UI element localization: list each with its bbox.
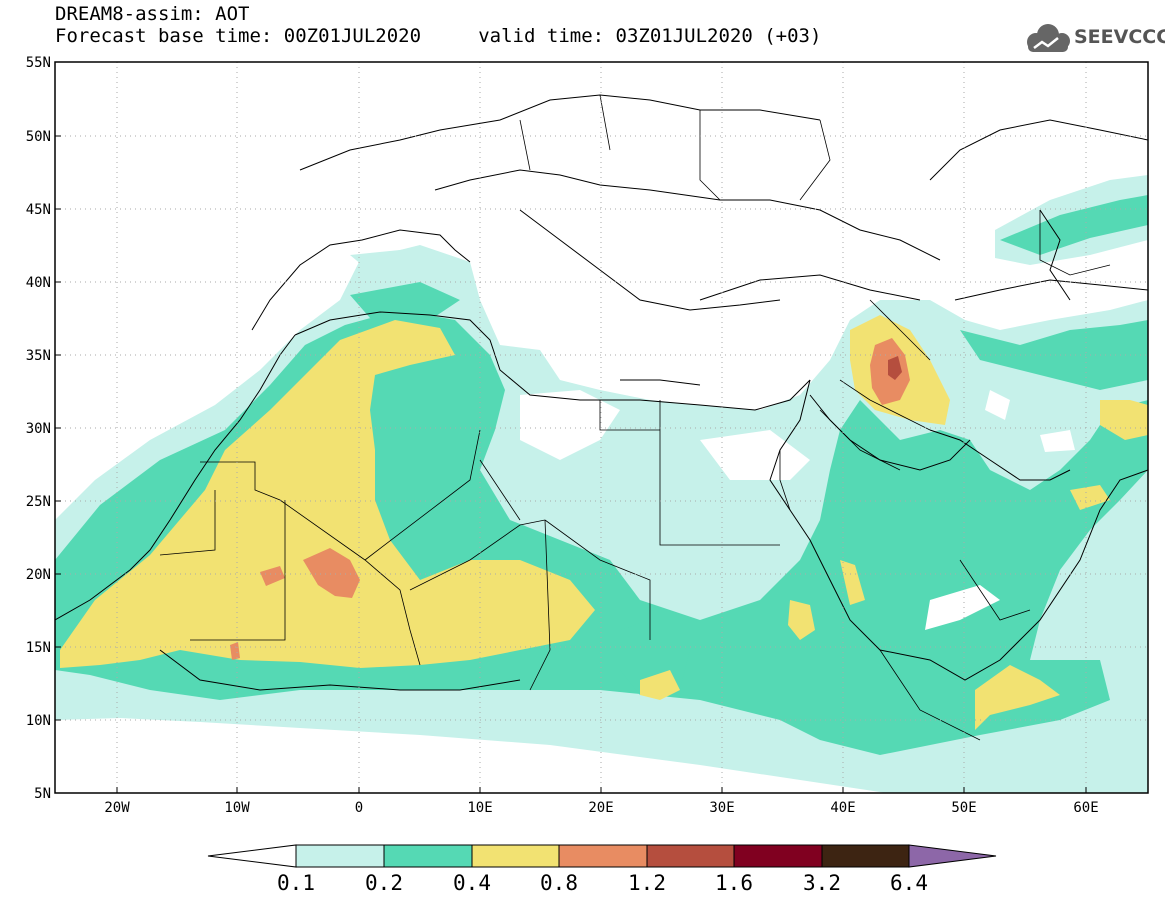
lat-label: 35N (26, 348, 51, 364)
lon-label: 30E (709, 800, 734, 816)
colorbar-label: 1.2 (628, 871, 666, 895)
lat-label: 20N (26, 567, 51, 583)
lat-label: 25N (26, 494, 51, 510)
lat-label: 55N (26, 55, 51, 71)
country-borders (159, 94, 1111, 741)
colorbar-box (646, 844, 735, 868)
lat-label: 30N (26, 421, 51, 437)
logo-text: SEEVCCC (1074, 26, 1165, 48)
lat-label: 15N (26, 640, 51, 656)
lon-label: 10E (467, 800, 492, 816)
colorbar-label: 0.2 (365, 871, 403, 895)
lon-label: 20W (104, 800, 130, 816)
colorbar-label: 1.6 (715, 871, 753, 895)
lon-label: 20E (588, 800, 613, 816)
lat-label: 10N (26, 713, 51, 729)
axis-ticks (55, 61, 1087, 794)
colorbar-box (471, 844, 560, 868)
longitude-labels: 20W 10W 0 10E 20E 30E 40E 50E 60E (104, 800, 1098, 816)
graticule (55, 62, 1148, 793)
colorbar-box (295, 844, 385, 868)
colorbar-label: 0.1 (277, 871, 315, 895)
colorbar (207, 844, 997, 868)
colorbar-label: 6.4 (890, 871, 928, 895)
lon-label: 40E (830, 800, 855, 816)
forecast-time-line: Forecast base time: 00Z01JUL2020 valid t… (55, 25, 822, 47)
colorbar-box (383, 844, 473, 868)
lat-label: 45N (26, 202, 51, 218)
lon-label: 60E (1073, 800, 1098, 816)
colorbar-box (733, 844, 823, 868)
colorbar-labels: 0.1 0.2 0.4 0.8 1.2 1.6 3.2 6.4 (277, 871, 928, 895)
colorbar-arrow-low (207, 844, 297, 868)
lat-label: 5N (34, 786, 51, 802)
colorbar-arrow-high (908, 844, 997, 868)
map-title: DREAM8-assim: AOT (55, 3, 250, 25)
lon-label: 10W (224, 800, 250, 816)
colorbar-box (821, 844, 910, 868)
colorbar-box (558, 844, 648, 868)
lon-label: 50E (951, 800, 976, 816)
latitude-labels: 5N 10N 15N 20N 25N 30N 35N 40N 45N 50N 5… (26, 55, 51, 802)
lat-label: 40N (26, 275, 51, 291)
aot-shading (55, 175, 1148, 793)
aot-level-1.2 (888, 356, 902, 380)
cloud-icon (1027, 24, 1070, 52)
colorbar-label: 0.4 (453, 871, 491, 895)
colorbar-label: 3.2 (803, 871, 841, 895)
colorbar-label: 0.8 (540, 871, 578, 895)
lon-label: 0 (355, 800, 363, 816)
lat-label: 50N (26, 129, 51, 145)
aot-clear-areas (520, 390, 1075, 630)
